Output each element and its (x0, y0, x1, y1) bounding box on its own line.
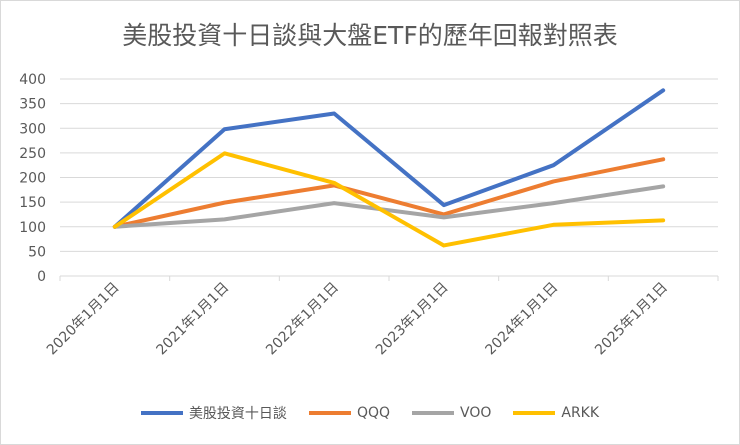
y-tick-label: 200 (19, 171, 46, 187)
legend-swatch (140, 411, 183, 415)
legend-label: 美股投資十日談 (188, 406, 287, 422)
y-tick-label: 100 (19, 220, 46, 236)
series-line-ARKK (112, 151, 666, 248)
legend: 美股投資十日談 QQQ VOO ARKK (0, 403, 740, 423)
legend-item: 美股投資十日談 (140, 403, 287, 423)
legend-swatch (412, 411, 454, 415)
y-tick-label: 300 (19, 121, 46, 137)
series-line-VOO (112, 184, 666, 229)
x-tick-label: 2023年1月1日 (373, 280, 452, 359)
x-tick-label: 2020年1月1日 (44, 280, 123, 359)
y-tick-label: 400 (19, 72, 46, 88)
x-tick-label: 2022年1月1日 (263, 280, 342, 359)
x-tick-label: 2025年1月1日 (592, 280, 671, 359)
series-line-美股投資十日談 (112, 88, 666, 229)
legend-label: QQQ (356, 405, 390, 421)
legend-item: VOO (412, 403, 491, 423)
y-tick-label: 350 (19, 97, 46, 113)
legend-swatch (513, 411, 556, 415)
legend-swatch (308, 411, 351, 415)
legend-label: ARKK (561, 405, 600, 421)
y-tick-label: 150 (19, 195, 46, 211)
x-tick-label: 2021年1月1日 (154, 280, 233, 359)
x-tick-label: 2024年1月1日 (483, 280, 562, 359)
chart-title: 美股投資十日談與大盤ETF的歷年回報對照表 (122, 21, 618, 50)
y-tick-label: 0 (37, 269, 46, 285)
y-tick-label: 250 (19, 146, 46, 162)
series-line-QQQ (112, 157, 666, 229)
legend-label: VOO (460, 405, 492, 421)
legend-item: QQQ (308, 403, 390, 423)
y-tick-label: 50 (28, 244, 46, 260)
legend-item: ARKK (513, 403, 599, 423)
